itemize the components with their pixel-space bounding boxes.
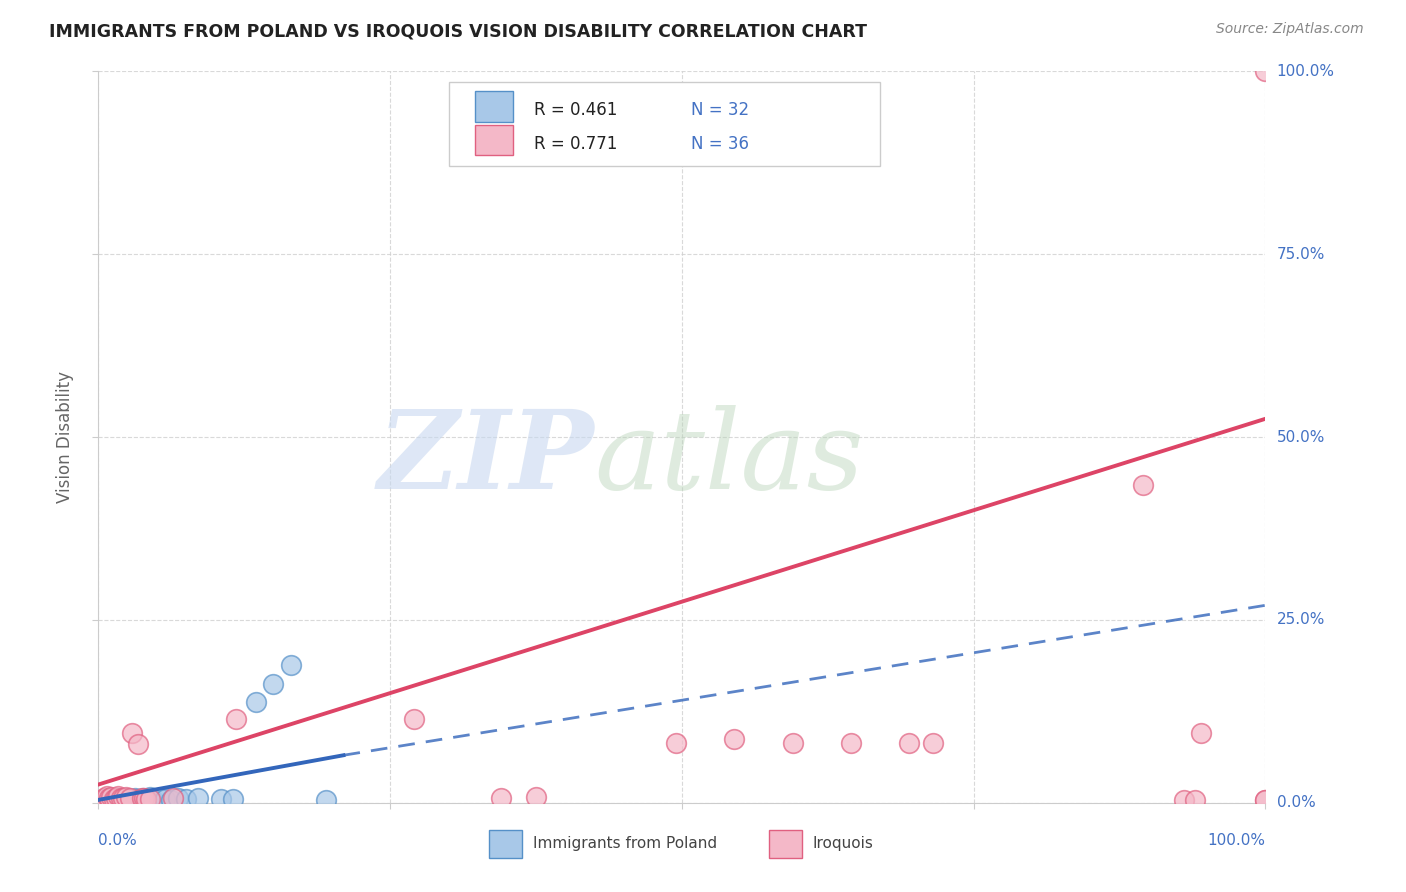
Point [262,677,284,691]
FancyBboxPatch shape [475,125,513,155]
Point [159,793,181,807]
Point [114,790,136,805]
Point [129,793,152,807]
Point [187,791,209,805]
Point [142,793,165,807]
Text: Source: ZipAtlas.com: Source: ZipAtlas.com [1216,22,1364,37]
Text: 100.0%: 100.0% [1208,833,1265,848]
Text: IMMIGRANTS FROM POLAND VS IROQUOIS VISION DISABILITY CORRELATION CHART: IMMIGRANTS FROM POLAND VS IROQUOIS VISIO… [49,22,868,40]
Point [174,792,197,806]
FancyBboxPatch shape [475,91,513,122]
Point [100,789,122,804]
Point [139,789,162,804]
Point [1173,793,1195,807]
FancyBboxPatch shape [489,830,522,858]
Point [1132,477,1154,491]
Point [524,789,547,804]
Text: Immigrants from Poland: Immigrants from Poland [533,837,717,851]
Point [1254,793,1277,807]
Point [1184,793,1206,807]
Text: 75.0%: 75.0% [1277,247,1324,261]
Point [280,658,302,673]
Point [921,736,943,750]
Point [402,712,425,726]
Point [665,736,688,750]
Point [124,791,146,805]
Point [489,791,512,805]
Text: R = 0.461: R = 0.461 [534,101,617,120]
Y-axis label: Vision Disability: Vision Disability [56,371,75,503]
Point [97,791,120,805]
Point [96,791,118,805]
Point [1254,793,1277,807]
Point [110,791,132,805]
Point [148,791,170,805]
Point [209,792,232,806]
Point [898,736,921,750]
Point [125,792,148,806]
Point [782,736,804,750]
Point [103,792,125,806]
Point [100,792,122,806]
Point [91,794,114,808]
Text: N = 36: N = 36 [692,135,749,153]
Point [120,793,142,807]
Point [153,792,176,806]
Text: ZIP: ZIP [378,405,595,513]
Point [115,789,138,804]
Point [315,793,337,807]
Point [107,789,129,804]
Point [111,790,134,805]
Point [103,793,125,807]
Point [135,792,157,806]
FancyBboxPatch shape [769,830,801,858]
Point [111,793,134,807]
Point [1189,726,1212,740]
Text: R = 0.771: R = 0.771 [534,135,617,153]
Point [96,789,118,804]
Point [1254,64,1277,78]
Point [110,792,132,806]
Point [132,790,155,805]
Text: 50.0%: 50.0% [1277,430,1324,444]
Point [221,792,243,806]
Text: 25.0%: 25.0% [1277,613,1324,627]
Point [90,793,112,807]
Point [131,791,153,805]
Point [104,790,127,805]
Point [245,695,267,709]
Point [118,791,141,805]
Point [93,790,115,805]
Point [94,792,117,806]
Point [139,792,162,806]
Point [166,790,188,805]
Text: Iroquois: Iroquois [813,837,873,851]
Text: 100.0%: 100.0% [1277,64,1334,78]
Point [121,726,143,740]
Text: 0.0%: 0.0% [1277,796,1315,810]
Text: N = 32: N = 32 [692,101,749,120]
Point [97,793,120,807]
Text: atlas: atlas [595,405,865,513]
Point [132,790,155,805]
Point [723,732,745,747]
Text: 0.0%: 0.0% [98,833,138,848]
Point [118,792,141,806]
Point [135,792,157,806]
Point [107,793,129,807]
Point [104,791,127,805]
Point [162,791,184,805]
FancyBboxPatch shape [449,82,880,167]
Point [127,737,149,751]
Point [839,736,862,750]
Point [225,712,247,726]
